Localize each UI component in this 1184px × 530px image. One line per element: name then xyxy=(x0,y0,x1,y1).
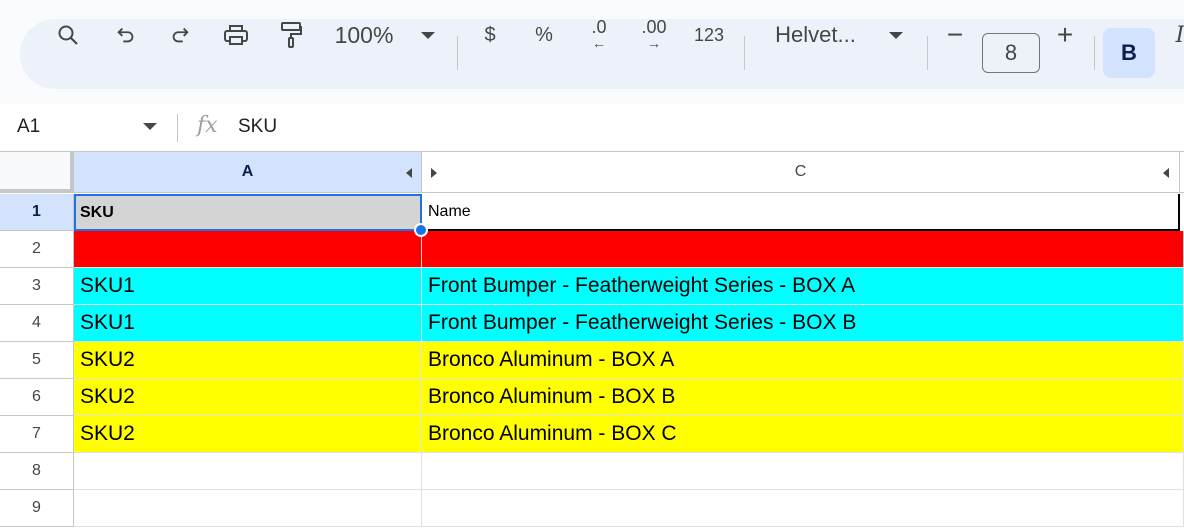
divider xyxy=(177,114,178,142)
cell-c5[interactable]: Bronco Aluminum - BOX A xyxy=(422,342,1184,379)
divider xyxy=(1094,36,1095,70)
column-header-d[interactable] xyxy=(1180,152,1184,193)
currency-format-button[interactable]: $ xyxy=(484,23,496,46)
cell-a6[interactable]: SKU2 xyxy=(74,379,422,416)
formula-bar: A1 fx SKU xyxy=(0,104,1184,150)
divider xyxy=(744,36,745,70)
decrease-font-size-button[interactable]: − xyxy=(946,19,964,50)
fx-icon: fx xyxy=(197,113,218,138)
print-icon[interactable] xyxy=(219,0,253,70)
select-all-corner[interactable] xyxy=(0,152,74,193)
cell-a1[interactable]: SKU xyxy=(74,194,422,231)
cell-a9[interactable] xyxy=(74,490,422,527)
arrow-left-icon: ← xyxy=(592,35,606,51)
redo-icon[interactable] xyxy=(164,0,196,70)
row-header-9[interactable]: 9 xyxy=(0,490,74,527)
toolbar xyxy=(20,19,1184,89)
column-label: A xyxy=(241,163,254,180)
increase-decimal-button[interactable]: .00 → xyxy=(636,0,672,70)
cell-a4[interactable]: SKU1 xyxy=(74,305,422,342)
column-label: C xyxy=(794,163,807,180)
column-header-a[interactable]: A xyxy=(74,152,422,193)
name-box[interactable]: A1 xyxy=(17,116,41,137)
decrease-decimal-button[interactable]: .0 ← xyxy=(582,0,616,70)
row-header-2[interactable]: 2 xyxy=(0,231,74,268)
hidden-column-left-arrow-icon[interactable] xyxy=(406,168,412,178)
cell-c6[interactable]: Bronco Aluminum - BOX B xyxy=(422,379,1184,416)
cell-c2[interactable] xyxy=(422,231,1184,268)
font-select[interactable]: Helvet... xyxy=(775,22,856,47)
cell-a5[interactable]: SKU2 xyxy=(74,342,422,379)
row-header-7[interactable]: 7 xyxy=(0,416,74,453)
row-header-3[interactable]: 3 xyxy=(0,268,74,305)
column-arrow-icon[interactable] xyxy=(1163,168,1169,178)
hidden-column-right-arrow-icon[interactable] xyxy=(431,168,437,178)
column-header-c[interactable]: C xyxy=(422,152,1180,193)
row-header-1[interactable]: 1 xyxy=(0,194,74,231)
arrow-right-icon: → xyxy=(647,35,661,51)
cell-c7[interactable]: Bronco Aluminum - BOX C xyxy=(422,416,1184,453)
cell-c4[interactable]: Front Bumper - Featherweight Series - BO… xyxy=(422,305,1184,342)
increase-decimal-label: .00 xyxy=(641,17,667,37)
selection-fill-handle[interactable] xyxy=(414,223,428,237)
font-size-input[interactable]: 8 xyxy=(982,33,1040,73)
italic-icon[interactable]: I xyxy=(1175,22,1184,48)
spreadsheet-grid: A C 1 SKU Name 2 3 SKU1 Front Bumper - Feather… xyxy=(0,151,1184,530)
row-header-5[interactable]: 5 xyxy=(0,342,74,379)
paint-format-icon[interactable] xyxy=(275,0,307,70)
cell-c8[interactable] xyxy=(422,453,1184,490)
formula-input[interactable]: SKU xyxy=(238,116,278,137)
increase-font-size-button[interactable]: + xyxy=(1056,19,1074,50)
divider xyxy=(457,36,458,70)
cell-c9[interactable] xyxy=(422,490,1184,527)
zoom-select[interactable]: 100% xyxy=(334,21,394,48)
row-header-8[interactable]: 8 xyxy=(0,453,74,490)
percent-format-button[interactable]: % xyxy=(535,23,553,46)
zoom-dropdown-caret[interactable] xyxy=(418,0,438,70)
decrease-decimal-label: .0 xyxy=(591,17,607,37)
undo-icon[interactable] xyxy=(110,0,142,70)
cell-a8[interactable] xyxy=(74,453,422,490)
cell-a3[interactable]: SKU1 xyxy=(74,268,422,305)
bold-button[interactable]: B xyxy=(1103,28,1155,78)
cell-a2[interactable] xyxy=(74,231,422,268)
cell-c1[interactable]: Name xyxy=(422,194,1180,231)
row-header-4[interactable]: 4 xyxy=(0,305,74,342)
cell-c3[interactable]: Front Bumper - Featherweight Series - BO… xyxy=(422,268,1184,305)
row-header-6[interactable]: 6 xyxy=(0,379,74,416)
cell-a7[interactable]: SKU2 xyxy=(74,416,422,453)
divider xyxy=(927,36,928,70)
search-icon[interactable] xyxy=(52,0,84,70)
number-format-button[interactable]: 123 xyxy=(693,24,725,45)
name-box-dropdown-icon[interactable] xyxy=(143,123,157,130)
font-dropdown-caret[interactable] xyxy=(886,0,906,70)
